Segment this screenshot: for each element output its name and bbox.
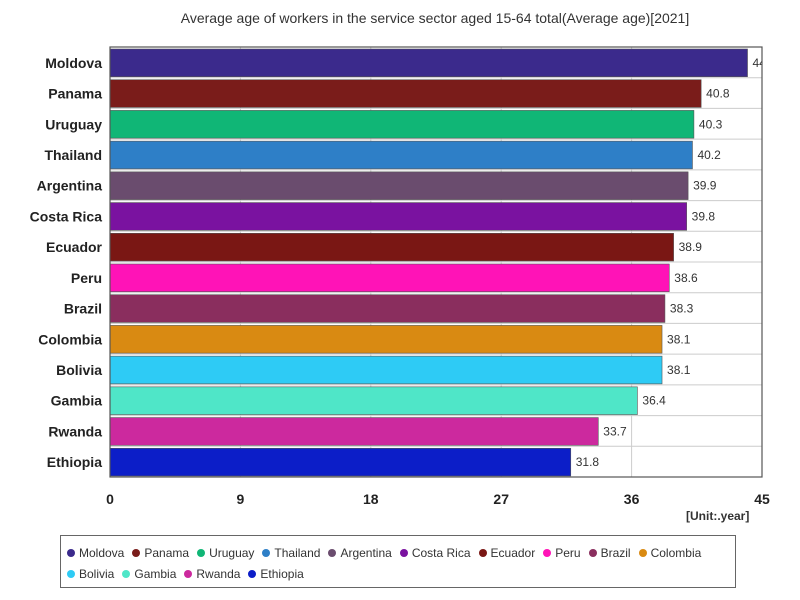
chart-title: Average age of workers in the service se… bbox=[180, 10, 690, 26]
x-tick-label: 45 bbox=[754, 491, 770, 507]
legend-item[interactable]: Ethiopia bbox=[248, 563, 304, 584]
legend-label: Colombia bbox=[650, 545, 702, 560]
legend: Moldova Panama Uruguay Thailand Argentina Cos… bbox=[60, 535, 736, 588]
value-label: 40.8 bbox=[706, 87, 730, 101]
category-label: Peru bbox=[71, 270, 102, 286]
legend-marker bbox=[197, 548, 206, 557]
legend-item[interactable]: Moldova bbox=[67, 542, 124, 563]
legend-label: Argentina bbox=[340, 545, 392, 560]
category-label: Uruguay bbox=[45, 116, 102, 132]
x-tick-label: 36 bbox=[624, 491, 640, 507]
bar-ecuador bbox=[109, 232, 674, 262]
category-label: Bolivia bbox=[56, 362, 102, 378]
value-label: 38.9 bbox=[679, 240, 703, 254]
bar-brazil bbox=[109, 294, 666, 323]
legend-item[interactable]: Ecuador bbox=[478, 542, 536, 563]
x-tick-label: 0 bbox=[106, 491, 114, 507]
legend-label: Uruguay bbox=[209, 545, 255, 560]
category-label: Ecuador bbox=[46, 239, 103, 255]
bar-moldova bbox=[109, 48, 748, 78]
legend-label: Ethiopia bbox=[260, 566, 304, 581]
value-label: 36.4 bbox=[642, 394, 666, 408]
category-label: Moldova bbox=[45, 55, 102, 71]
value-label: 40.3 bbox=[699, 117, 723, 131]
value-label: 39.8 bbox=[692, 209, 716, 223]
value-label: 38.6 bbox=[674, 271, 698, 285]
unit-label: [Unit:.year] bbox=[686, 509, 750, 523]
legend-label: Thailand bbox=[274, 545, 321, 560]
value-label: 38.3 bbox=[670, 302, 694, 316]
legend-label: Gambia bbox=[134, 566, 177, 581]
legend-item[interactable]: Gambia bbox=[122, 563, 176, 584]
legend-label: Moldova bbox=[79, 545, 125, 560]
legend-item[interactable]: Thailand bbox=[262, 542, 320, 563]
bar-argentina bbox=[109, 171, 689, 200]
legend-item[interactable]: Brazil bbox=[588, 542, 631, 563]
value-label: 40.2 bbox=[697, 148, 721, 162]
category-label: Ethiopia bbox=[47, 454, 102, 470]
value-label: 38.1 bbox=[667, 363, 691, 377]
value-label: 31.8 bbox=[576, 455, 600, 469]
x-tick-label: 18 bbox=[363, 491, 379, 507]
bar-costa-rica bbox=[109, 202, 687, 231]
bar-panama bbox=[109, 79, 702, 108]
legend-marker bbox=[399, 548, 408, 557]
legend-marker bbox=[67, 548, 75, 557]
bar-thailand bbox=[109, 140, 693, 170]
category-label: Brazil bbox=[64, 301, 102, 317]
legend-marker bbox=[184, 569, 193, 578]
legend-item[interactable]: Rwanda bbox=[184, 563, 240, 584]
legend-item[interactable]: Uruguay bbox=[197, 542, 254, 563]
legend-label: Ecuador bbox=[490, 545, 536, 560]
legend-label: Costa Rica bbox=[411, 545, 471, 560]
value-label: 38.1 bbox=[667, 332, 691, 346]
legend-label: Rwanda bbox=[196, 566, 241, 581]
legend-label: Panama bbox=[144, 545, 190, 560]
bar-gambia bbox=[109, 386, 638, 415]
legend-marker bbox=[588, 548, 597, 557]
bar-rwanda bbox=[109, 417, 599, 446]
legend-label: Peru bbox=[555, 545, 581, 560]
legend-item[interactable]: Argentina bbox=[328, 542, 392, 563]
legend-marker bbox=[122, 569, 131, 578]
category-label: Colombia bbox=[38, 331, 102, 347]
legend-marker bbox=[543, 548, 552, 557]
bar-uruguay bbox=[109, 110, 695, 139]
category-label: Rwanda bbox=[48, 423, 102, 439]
legend-marker bbox=[638, 548, 647, 557]
bar-colombia bbox=[109, 325, 663, 354]
x-tick-label: 27 bbox=[493, 491, 509, 507]
legend-item[interactable]: Bolivia bbox=[67, 563, 114, 584]
legend-item[interactable]: Colombia bbox=[638, 542, 702, 563]
plot-border bbox=[109, 46, 763, 478]
legend-marker bbox=[262, 548, 271, 557]
right-mask bbox=[762, 46, 800, 478]
category-label: Gambia bbox=[51, 393, 103, 409]
legend-marker bbox=[478, 548, 487, 557]
bar-bolivia bbox=[109, 355, 663, 385]
category-label: Panama bbox=[48, 86, 102, 102]
legend-item[interactable]: Panama bbox=[132, 542, 189, 563]
legend-item[interactable]: Peru bbox=[543, 542, 581, 563]
value-label: 39.9 bbox=[693, 179, 717, 193]
category-label: Costa Rica bbox=[30, 208, 103, 224]
legend-marker bbox=[67, 569, 75, 578]
legend-marker bbox=[248, 569, 257, 578]
bar-peru bbox=[109, 263, 670, 293]
x-tick-label: 9 bbox=[237, 491, 245, 507]
bar-ethiopia bbox=[109, 447, 572, 477]
legend-marker bbox=[328, 548, 337, 557]
legend-marker bbox=[132, 548, 141, 557]
legend-item[interactable]: Costa Rica bbox=[399, 542, 471, 563]
category-label: Thailand bbox=[44, 147, 102, 163]
category-label: Argentina bbox=[37, 178, 103, 194]
legend-label: Bolivia bbox=[79, 566, 115, 581]
legend-label: Brazil bbox=[600, 545, 631, 560]
value-label: 33.7 bbox=[603, 424, 627, 438]
